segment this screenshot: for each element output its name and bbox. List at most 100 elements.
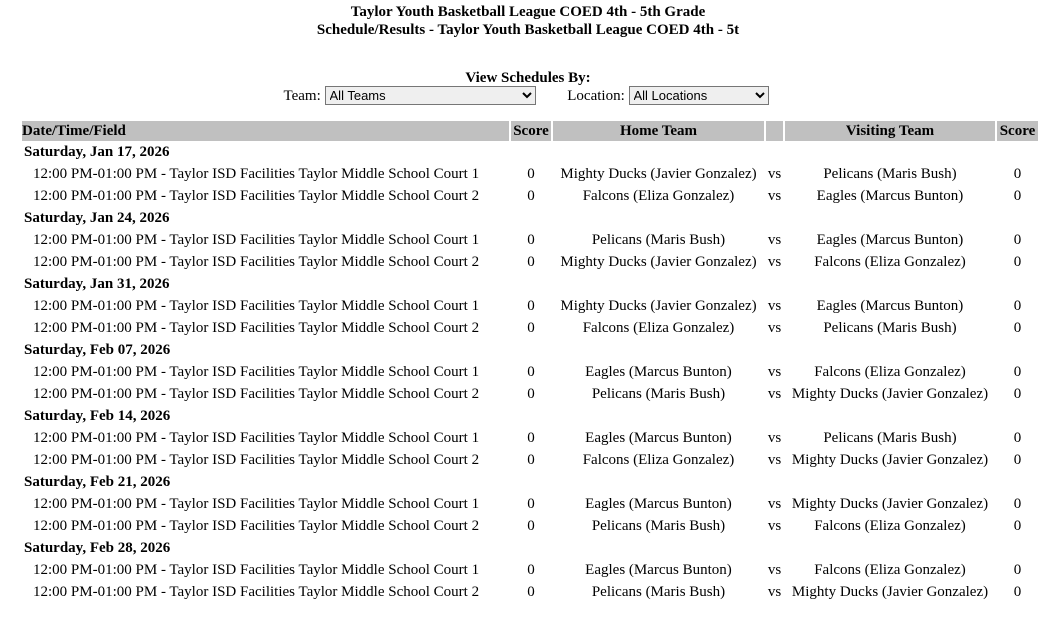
game-row: 12:00 PM-01:00 PM - Taylor ISD Facilitie… (22, 559, 1038, 581)
home-score: 0 (527, 495, 535, 512)
home-team: Mighty Ducks (Javier Gonzalez) (560, 253, 757, 270)
game-date-time-field: 12:00 PM-01:00 PM - Taylor ISD Facilitie… (33, 429, 480, 446)
vs-label: vs (767, 429, 782, 446)
visiting-team: Falcons (Eliza Gonzalez) (814, 517, 966, 534)
date-row: Saturday, Feb 21, 2026 (22, 471, 1038, 493)
game-date-time-field: 12:00 PM-01:00 PM - Taylor ISD Facilitie… (33, 517, 480, 534)
game-row: 12:00 PM-01:00 PM - Taylor ISD Facilitie… (22, 515, 1038, 537)
vs-label: vs (767, 385, 782, 402)
home-score: 0 (527, 363, 535, 380)
date-row: Saturday, Feb 07, 2026 (22, 339, 1038, 361)
home-team: Pelicans (Maris Bush) (591, 583, 726, 600)
game-date-time-field: 12:00 PM-01:00 PM - Taylor ISD Facilitie… (33, 187, 480, 204)
game-date-time-field: 12:00 PM-01:00 PM - Taylor ISD Facilitie… (33, 165, 480, 182)
vs-label: vs (767, 253, 782, 270)
game-date-time-field: 12:00 PM-01:00 PM - Taylor ISD Facilitie… (33, 385, 480, 402)
game-row: 12:00 PM-01:00 PM - Taylor ISD Facilitie… (22, 163, 1038, 185)
header-home-team: Home Team (553, 121, 764, 141)
home-score: 0 (527, 319, 535, 336)
visiting-score: 0 (1013, 231, 1022, 248)
home-team: Eagles (Marcus Bunton) (585, 495, 732, 512)
game-row: 12:00 PM-01:00 PM - Taylor ISD Facilitie… (22, 251, 1038, 273)
date-row: Saturday, Jan 31, 2026 (22, 273, 1038, 295)
date-heading: Saturday, Jan 31, 2026 (24, 275, 170, 292)
filters: View Schedules By: Team: All Teams Locat… (0, 70, 1056, 105)
visiting-score: 0 (1013, 517, 1022, 534)
date-row: Saturday, Feb 28, 2026 (22, 537, 1038, 559)
header-vs (766, 121, 783, 141)
location-label: Location: (567, 88, 625, 104)
header-home-score: Score (511, 121, 551, 141)
home-score: 0 (527, 429, 535, 446)
home-score: 0 (527, 451, 535, 468)
visiting-score: 0 (1013, 165, 1022, 182)
visiting-team: Eagles (Marcus Bunton) (816, 297, 964, 314)
home-score: 0 (527, 385, 535, 402)
home-team: Pelicans (Maris Bush) (591, 231, 726, 248)
game-row: 12:00 PM-01:00 PM - Taylor ISD Facilitie… (22, 295, 1038, 317)
date-heading: Saturday, Feb 07, 2026 (24, 341, 171, 358)
page-title: Taylor Youth Basketball League COED 4th … (350, 4, 706, 20)
date-heading: Saturday, Jan 24, 2026 (24, 209, 170, 226)
visiting-team: Pelicans (Maris Bush) (823, 319, 957, 336)
game-row: 12:00 PM-01:00 PM - Taylor ISD Facilitie… (22, 383, 1038, 405)
location-select[interactable]: All Locations (628, 86, 769, 105)
home-team: Pelicans (Maris Bush) (591, 385, 726, 402)
home-score: 0 (527, 187, 535, 204)
game-date-time-field: 12:00 PM-01:00 PM - Taylor ISD Facilitie… (33, 451, 480, 468)
game-row: 12:00 PM-01:00 PM - Taylor ISD Facilitie… (22, 317, 1038, 339)
date-row: Saturday, Jan 17, 2026 (22, 141, 1038, 163)
vs-label: vs (767, 495, 782, 512)
visiting-team: Falcons (Eliza Gonzalez) (814, 363, 966, 380)
game-row: 12:00 PM-01:00 PM - Taylor ISD Facilitie… (22, 361, 1038, 383)
game-date-time-field: 12:00 PM-01:00 PM - Taylor ISD Facilitie… (33, 495, 480, 512)
visiting-team: Falcons (Eliza Gonzalez) (814, 561, 966, 578)
date-heading: Saturday, Feb 14, 2026 (24, 407, 171, 424)
home-team: Eagles (Marcus Bunton) (585, 363, 732, 380)
game-row: 12:00 PM-01:00 PM - Taylor ISD Facilitie… (22, 185, 1038, 207)
game-row: 12:00 PM-01:00 PM - Taylor ISD Facilitie… (22, 449, 1038, 471)
game-row: 12:00 PM-01:00 PM - Taylor ISD Facilitie… (22, 427, 1038, 449)
game-date-time-field: 12:00 PM-01:00 PM - Taylor ISD Facilitie… (33, 561, 480, 578)
home-team: Falcons (Eliza Gonzalez) (582, 451, 735, 468)
home-score: 0 (527, 517, 535, 534)
date-heading: Saturday, Jan 17, 2026 (24, 143, 170, 160)
vs-label: vs (767, 451, 782, 468)
team-label: Team: (283, 88, 321, 104)
game-date-time-field: 12:00 PM-01:00 PM - Taylor ISD Facilitie… (33, 231, 480, 248)
vs-label: vs (767, 319, 782, 336)
game-date-time-field: 12:00 PM-01:00 PM - Taylor ISD Facilitie… (33, 319, 480, 336)
game-row: 12:00 PM-01:00 PM - Taylor ISD Facilitie… (22, 581, 1038, 603)
date-heading: Saturday, Feb 28, 2026 (24, 539, 171, 556)
visiting-score: 0 (1013, 495, 1022, 512)
home-team: Falcons (Eliza Gonzalez) (582, 187, 735, 204)
game-row: 12:00 PM-01:00 PM - Taylor ISD Facilitie… (22, 493, 1038, 515)
visiting-team: Pelicans (Maris Bush) (823, 429, 957, 446)
visiting-score: 0 (1013, 187, 1022, 204)
home-score: 0 (527, 583, 535, 600)
visiting-score: 0 (1013, 319, 1022, 336)
home-team: Mighty Ducks (Javier Gonzalez) (560, 297, 757, 314)
vs-label: vs (767, 517, 782, 534)
visiting-score: 0 (1013, 385, 1022, 402)
home-team: Falcons (Eliza Gonzalez) (582, 319, 735, 336)
home-team: Mighty Ducks (Javier Gonzalez) (560, 165, 757, 182)
home-score: 0 (527, 231, 535, 248)
vs-label: vs (767, 583, 782, 600)
vs-label: vs (767, 363, 782, 380)
visiting-score: 0 (1013, 429, 1022, 446)
vs-label: vs (767, 231, 782, 248)
vs-label: vs (767, 187, 782, 204)
vs-label: vs (767, 561, 782, 578)
team-select[interactable]: All Teams (324, 86, 536, 105)
vs-label: vs (767, 165, 782, 182)
home-score: 0 (527, 561, 535, 578)
visiting-score: 0 (1013, 297, 1022, 314)
game-row: 12:00 PM-01:00 PM - Taylor ISD Facilitie… (22, 229, 1038, 251)
home-score: 0 (527, 253, 535, 270)
header-visiting-score: Score (997, 121, 1038, 141)
header-visiting-team: Visiting Team (785, 121, 995, 141)
filters-heading: View Schedules By: (465, 70, 591, 86)
vs-label: vs (767, 297, 782, 314)
home-score: 0 (527, 297, 535, 314)
